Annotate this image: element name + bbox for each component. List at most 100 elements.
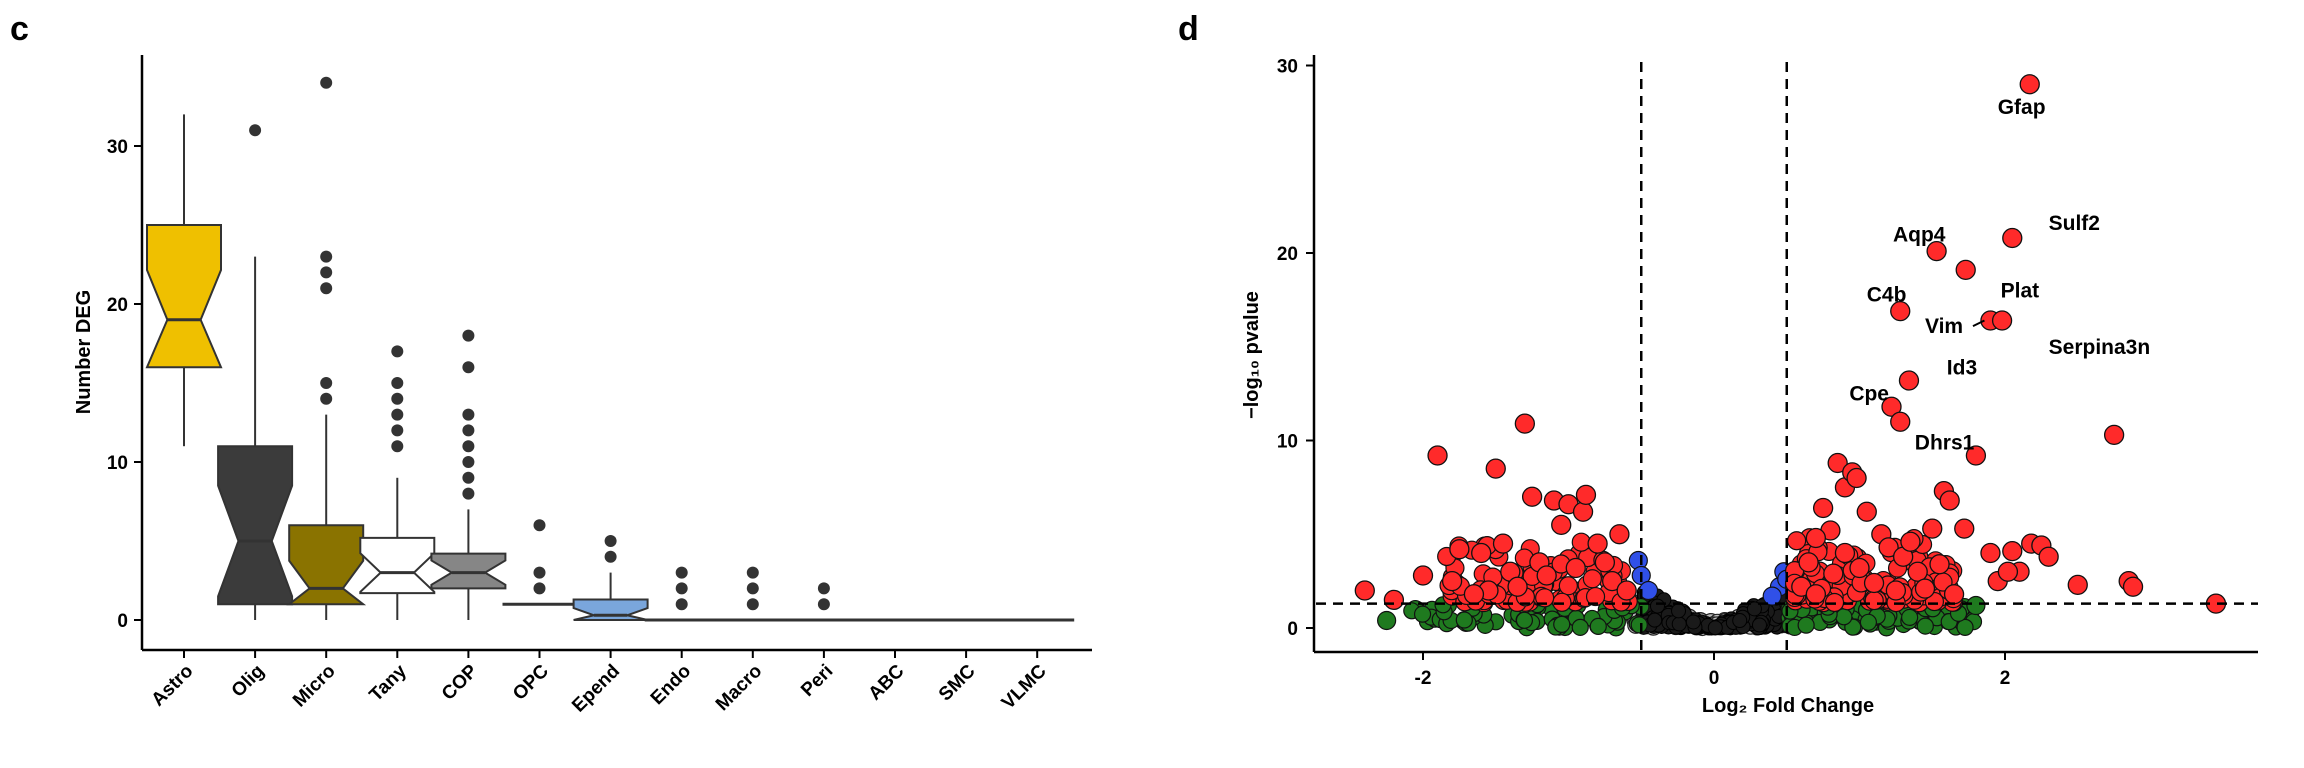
- panel-d-volcano: d −log₁₀ pvalue Log₂ Fold Change Gfap Sul…: [1178, 10, 2258, 717]
- panel-letter-c: c: [10, 10, 29, 48]
- boxplot-y-axis-title: Number DEG: [73, 290, 95, 414]
- point-significant: [1980, 542, 2001, 564]
- point-significant: [1514, 413, 1535, 434]
- box-body: [430, 552, 507, 590]
- point-gene-dhrs1: [1890, 411, 1911, 432]
- point-significant: [2038, 546, 2059, 567]
- y-tick-label: 30: [107, 137, 128, 158]
- point-significant: [1929, 554, 1950, 575]
- outlier-point: [746, 582, 759, 595]
- point-significant: [1427, 445, 1448, 466]
- outlier-point: [462, 456, 475, 468]
- x-tick-label-cop: COP: [438, 660, 482, 704]
- point-gene-id3: [1898, 370, 1920, 391]
- point-significant: [2103, 424, 2125, 446]
- point-significant: [1943, 584, 1965, 605]
- gene-label-aqp4: Aqp4: [1893, 223, 1946, 246]
- outlier-point: [533, 582, 546, 595]
- x-tick-label-abc: ABC: [865, 660, 909, 704]
- point-fold-change-only: [1966, 595, 1986, 616]
- outlier-point: [462, 361, 475, 374]
- box-cop: [430, 329, 507, 620]
- volcano-y-axis-title: −log₁₀ pvalue: [1241, 291, 1263, 419]
- point-significant: [1551, 514, 1572, 536]
- x-tick-label-vlmc: VLMC: [998, 660, 1051, 713]
- point-significant: [1863, 572, 1885, 594]
- point-fold-change-only: [1553, 615, 1571, 633]
- point-fold-change-only: [1413, 605, 1432, 623]
- x-tick-label-endo: Endo: [647, 661, 695, 709]
- point-fold-change-only: [1901, 608, 1919, 627]
- point-significant: [1535, 588, 1555, 608]
- outlier-point: [320, 266, 333, 279]
- point-significant: [1582, 569, 1602, 589]
- x-tick-label-macro: Macro: [712, 661, 766, 715]
- point-significant: [1812, 497, 1834, 519]
- x-tick-label-epend: Epend: [568, 661, 624, 717]
- y-tick-label: 20: [1277, 244, 1298, 265]
- gene-label-connector: [1972, 319, 1985, 328]
- point-significant: [1864, 590, 1884, 611]
- outlier-point: [320, 76, 333, 89]
- gene-label-cpe: Cpe: [1849, 383, 1889, 406]
- point-pvalue-only: [1762, 586, 1782, 606]
- box-astro: [145, 114, 223, 447]
- point-significant: [1572, 501, 1594, 522]
- point-not-significant: [1732, 613, 1748, 629]
- box-body: [217, 445, 294, 606]
- point-pvalue-only: [1638, 580, 1659, 601]
- outlier-point: [462, 424, 475, 437]
- box-macro: [715, 566, 790, 622]
- x-tick-label-tany: Tany: [366, 660, 412, 706]
- point-significant: [1805, 527, 1826, 549]
- y-tick-label: 30: [1277, 57, 1298, 78]
- point-significant: [1827, 452, 1848, 474]
- point-significant: [1558, 576, 1578, 596]
- outlier-point: [675, 566, 688, 579]
- point-significant: [1939, 490, 1960, 511]
- point-significant: [1552, 592, 1572, 612]
- point-not-significant: [1671, 616, 1687, 632]
- box-body: [145, 224, 223, 369]
- point-significant: [2067, 574, 2088, 596]
- point-significant: [1834, 542, 1856, 564]
- point-fold-change-only: [1589, 617, 1607, 635]
- panel-c-boxplot: c Number DEG 0 10 20 30 Astro Olig Micro Tany C…: [10, 10, 1092, 717]
- point-gene-gfap: [2019, 74, 2040, 95]
- point-significant: [1849, 557, 1870, 579]
- point-significant: [1507, 576, 1528, 597]
- box-opc: [502, 519, 577, 606]
- outlier-point: [391, 345, 404, 358]
- outlier-point: [462, 487, 475, 500]
- x-tick-label: -2: [1415, 668, 1432, 689]
- point-significant: [1587, 533, 1608, 554]
- point-fold-change-only: [1630, 616, 1648, 634]
- point-significant: [1492, 533, 1514, 554]
- point-significant: [1914, 578, 1936, 599]
- outlier-point: [462, 471, 475, 484]
- point-significant: [1449, 539, 1470, 560]
- x-tick-label-smc: SMC: [935, 660, 980, 705]
- point-gene-plat: [1955, 259, 1976, 281]
- outlier-point: [320, 392, 333, 405]
- box-olig: [217, 124, 294, 620]
- outlier-point: [462, 440, 475, 453]
- y-tick-label: 0: [117, 611, 128, 632]
- point-significant: [1823, 563, 1844, 584]
- box-body: [286, 524, 367, 606]
- gene-label-id3: Id3: [1947, 356, 1977, 379]
- x-tick-label: 2: [2000, 668, 2011, 689]
- point-not-significant: [1751, 617, 1767, 633]
- point-gene-serpina3n: [1991, 310, 2013, 331]
- point-significant: [1441, 570, 1463, 592]
- point-significant: [1565, 557, 1586, 579]
- point-fold-change-only: [1916, 617, 1934, 635]
- y-tick-label: 20: [107, 295, 128, 316]
- point-significant: [1412, 565, 1434, 586]
- outlier-point: [604, 550, 617, 563]
- volcano-x-axis-title: Log₂ Fold Change: [1702, 695, 1874, 717]
- point-significant: [1585, 586, 1606, 607]
- point-significant: [1471, 542, 1492, 564]
- outlier-point: [320, 377, 333, 389]
- point-significant: [1383, 589, 1405, 611]
